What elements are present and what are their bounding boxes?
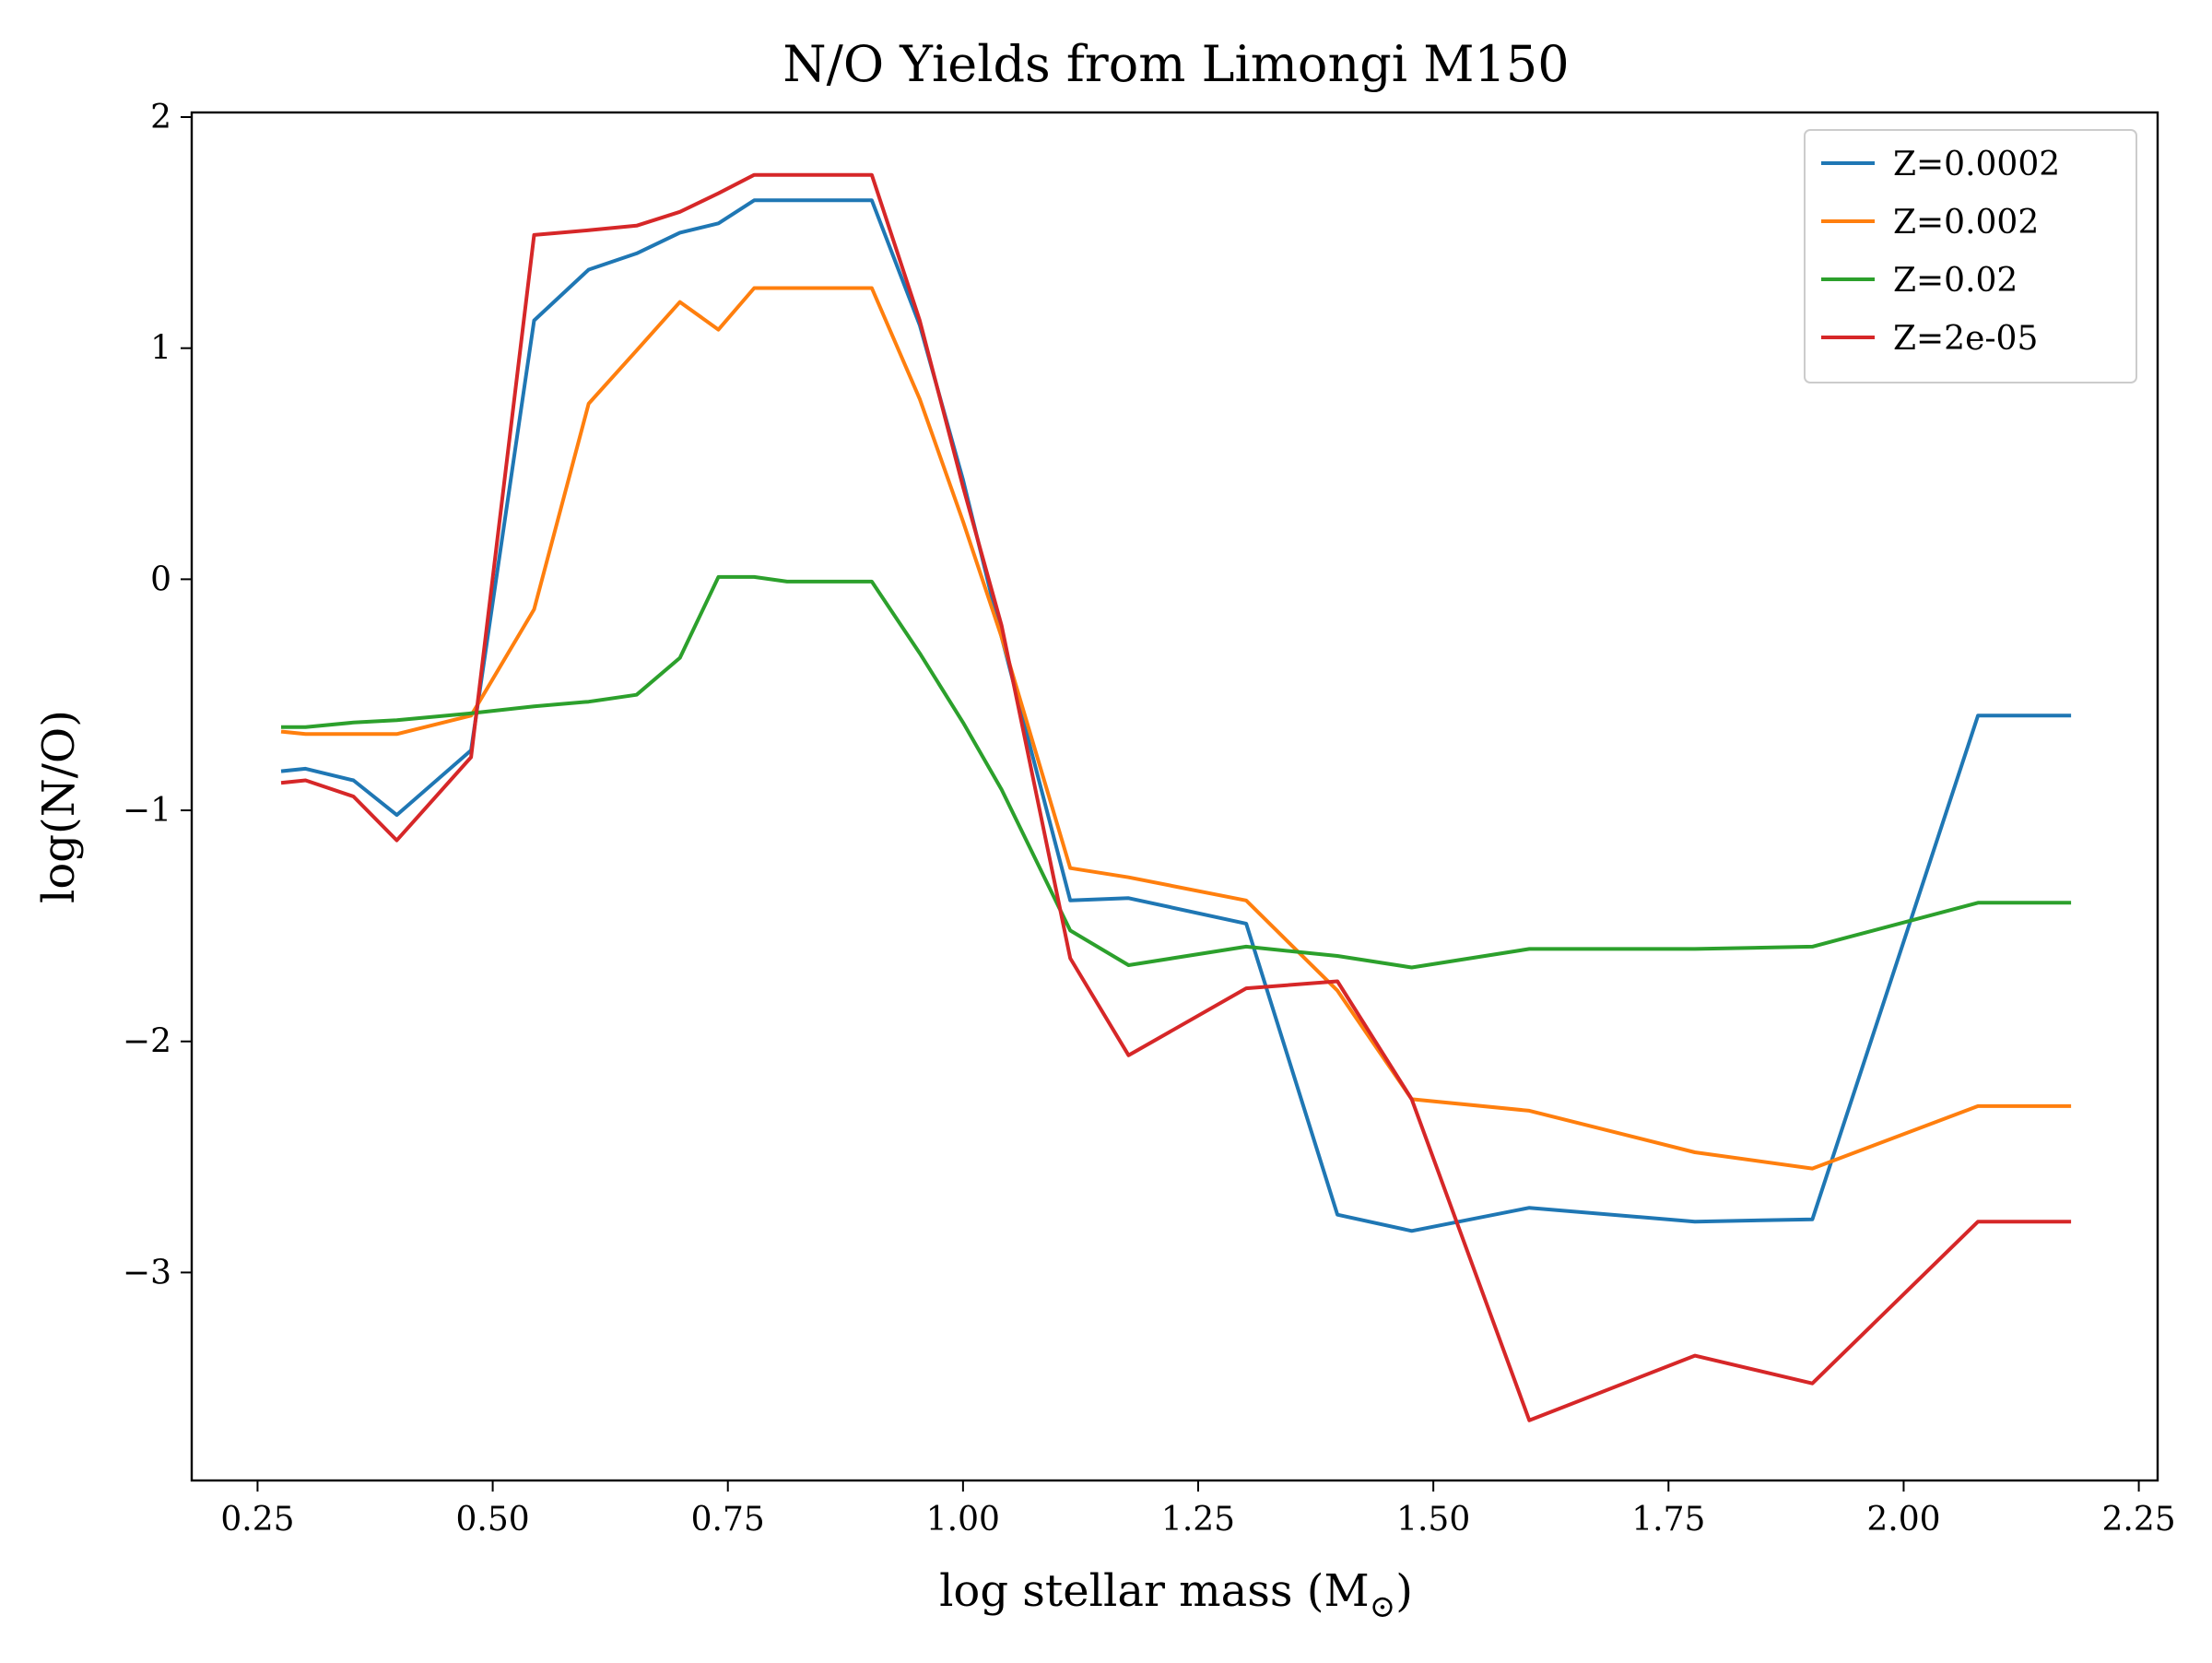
plot-area: 0.25 0.50 0.75 1.00 1.25 1.50 1.75 2.00 2.25 2 1 0 −…: [123, 99, 2176, 1539]
legend-label: Z=0.0002: [1893, 146, 2060, 183]
x-tick-label: 1.00: [926, 1501, 1000, 1539]
x-axis-label-end: ): [1395, 1565, 1413, 1617]
legend-label: Z=0.002: [1893, 204, 2039, 242]
series-line-z-0-02: [281, 574, 2072, 970]
y-tick-label: 1: [150, 330, 171, 368]
legend: Z=0.0002 Z=0.002 Z=0.02 Z=2e-05: [1804, 129, 2137, 383]
x-axis-label-sun-symbol: ⊙: [1370, 1588, 1396, 1625]
x-axis-label-main: log stellar mass (M: [939, 1565, 1370, 1617]
series-line-z-0-002: [280, 286, 2072, 1171]
y-tick-label: −3: [123, 1254, 171, 1291]
x-tick-label: 2.00: [1866, 1501, 1940, 1539]
y-tick-label: 0: [150, 560, 171, 598]
legend-label: Z=0.02: [1893, 262, 2018, 300]
x-axis-label: log stellar mass (M⊙): [939, 1565, 1413, 1625]
series-line-z-0-0002: [280, 198, 2072, 1233]
y-tick-label: −1: [123, 792, 171, 830]
legend-label: Z=2e-05: [1893, 320, 2038, 358]
x-tick-label: 0.50: [456, 1501, 530, 1539]
y-tick-label: −2: [123, 1023, 171, 1061]
chart-title: N/O Yields from Limongi M150: [782, 35, 1569, 93]
y-tick-label: 2: [150, 99, 171, 136]
series-line-z-2e-05: [280, 172, 2072, 1422]
axes-frame: [190, 111, 2159, 1482]
x-tick-label: 0.75: [691, 1501, 765, 1539]
x-tick-label: 2.25: [2102, 1501, 2176, 1539]
x-tick-label: 1.25: [1161, 1501, 1235, 1539]
x-tick-label: 0.25: [220, 1501, 294, 1539]
y-axis-label: log(N/O): [33, 710, 85, 903]
legend-box: [1804, 129, 2137, 383]
x-tick-label: 1.50: [1396, 1501, 1470, 1539]
x-tick-label: 1.75: [1631, 1501, 1705, 1539]
